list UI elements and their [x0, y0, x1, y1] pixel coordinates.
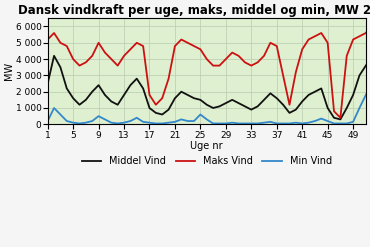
Middel Vind — [262, 98, 266, 101]
Middel Vind — [77, 103, 82, 106]
Legend: Middel Vind, Maks Vind, Min Vind: Middel Vind, Maks Vind, Min Vind — [78, 152, 336, 170]
Middel Vind — [338, 118, 343, 121]
Middel Vind — [249, 108, 253, 111]
Middel Vind — [166, 108, 171, 111]
Middel Vind — [46, 82, 50, 85]
Line: Maks Vind: Maks Vind — [48, 23, 370, 118]
Maks Vind — [255, 61, 260, 64]
Min Vind — [205, 118, 209, 121]
Middel Vind — [52, 54, 56, 57]
X-axis label: Uge nr: Uge nr — [191, 141, 223, 151]
Maks Vind — [243, 61, 247, 64]
Maks Vind — [160, 97, 164, 100]
Min Vind — [262, 121, 266, 124]
Y-axis label: MW: MW — [4, 62, 14, 80]
Min Vind — [46, 120, 50, 123]
Middel Vind — [205, 103, 209, 106]
Maks Vind — [46, 38, 50, 41]
Maks Vind — [198, 48, 203, 51]
Maks Vind — [71, 58, 75, 61]
Line: Middel Vind: Middel Vind — [48, 56, 370, 119]
Min Vind — [249, 122, 253, 125]
Title: Dansk vindkraft per uge, maks, middel og min, MW 2024: Dansk vindkraft per uge, maks, middel og… — [18, 4, 370, 17]
Line: Min Vind: Min Vind — [48, 82, 370, 124]
Min Vind — [351, 120, 355, 123]
Maks Vind — [338, 116, 343, 119]
Maks Vind — [351, 38, 355, 41]
Min Vind — [77, 122, 82, 125]
Min Vind — [166, 121, 171, 124]
Middel Vind — [223, 102, 228, 104]
Min Vind — [71, 121, 75, 124]
